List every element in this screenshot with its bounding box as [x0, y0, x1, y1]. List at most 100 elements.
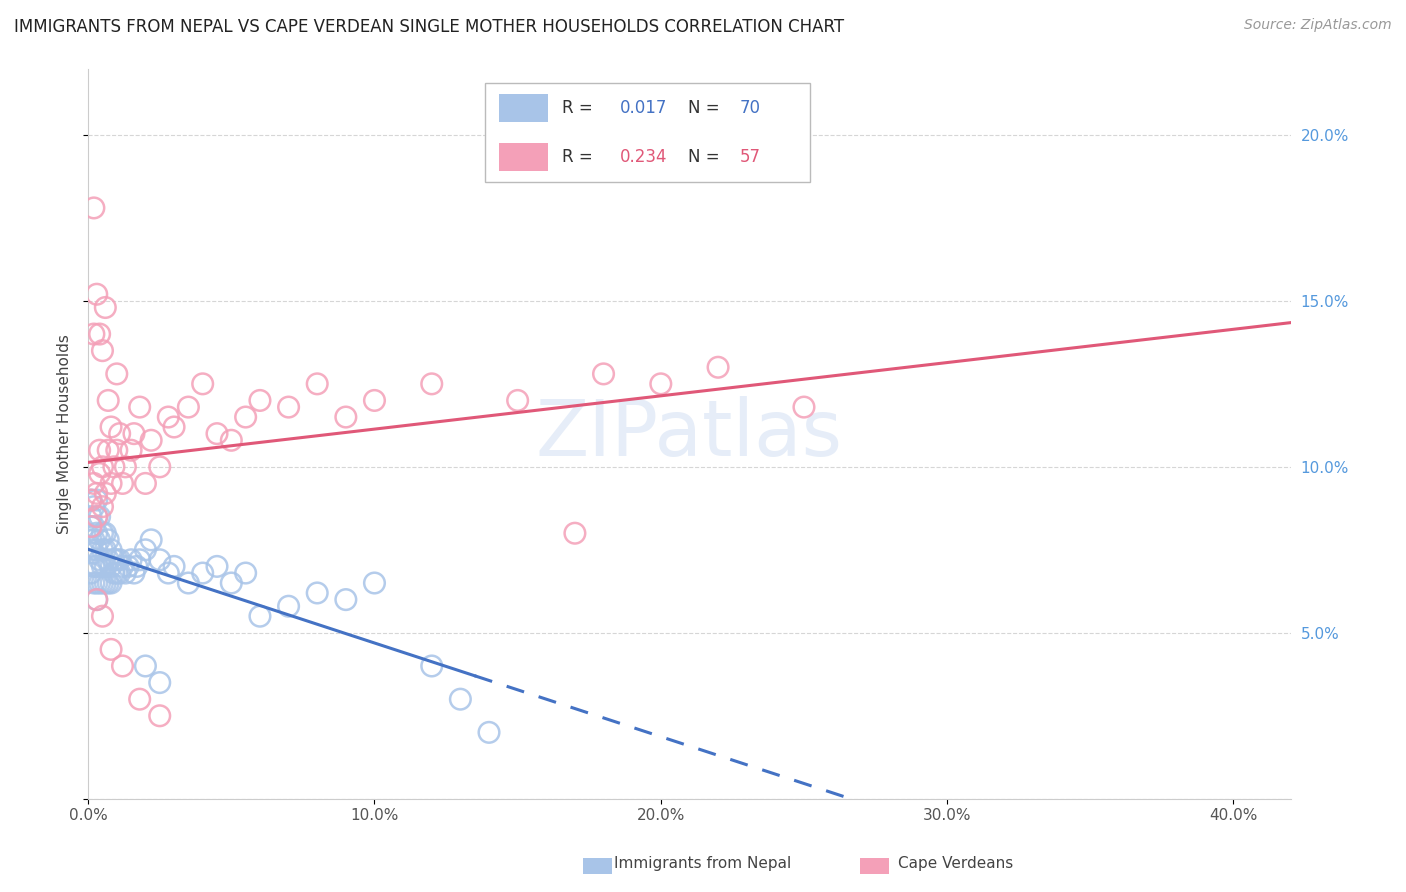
Point	[108, 426, 131, 441]
Point	[111, 659, 134, 673]
Point	[793, 400, 815, 414]
Point	[83, 546, 105, 560]
Point	[128, 400, 150, 414]
Point	[128, 553, 150, 567]
Point	[125, 559, 148, 574]
Point	[277, 400, 299, 414]
Point	[103, 553, 125, 567]
Point	[86, 592, 108, 607]
Point	[177, 400, 200, 414]
Point	[91, 459, 114, 474]
Point	[205, 426, 228, 441]
Point	[103, 459, 125, 474]
Text: IMMIGRANTS FROM NEPAL VS CAPE VERDEAN SINGLE MOTHER HOUSEHOLDS CORRELATION CHART: IMMIGRANTS FROM NEPAL VS CAPE VERDEAN SI…	[14, 18, 844, 36]
Point	[86, 486, 108, 500]
Point	[97, 533, 120, 547]
Point	[149, 708, 172, 723]
Point	[80, 533, 103, 547]
Point	[114, 459, 136, 474]
Text: N =: N =	[688, 99, 725, 117]
Text: 70: 70	[740, 99, 761, 117]
Point	[80, 493, 103, 508]
Point	[108, 553, 131, 567]
Text: 0.234: 0.234	[620, 148, 668, 166]
Point	[105, 443, 128, 458]
Point	[157, 410, 180, 425]
Point	[89, 553, 111, 567]
Point	[506, 393, 529, 408]
FancyBboxPatch shape	[485, 83, 810, 182]
Text: N =: N =	[688, 148, 725, 166]
Text: R =: R =	[562, 99, 598, 117]
Point	[128, 692, 150, 706]
Point	[163, 420, 186, 434]
Point	[420, 376, 443, 391]
Point	[86, 526, 108, 541]
Point	[97, 393, 120, 408]
Point	[111, 476, 134, 491]
Point	[89, 467, 111, 481]
Point	[592, 367, 614, 381]
Text: Immigrants from Nepal: Immigrants from Nepal	[614, 856, 792, 871]
Point	[249, 393, 271, 408]
Text: Cape Verdeans: Cape Verdeans	[898, 856, 1014, 871]
Point	[134, 659, 156, 673]
Point	[191, 566, 214, 580]
Point	[86, 509, 108, 524]
Point	[420, 659, 443, 673]
Point	[335, 410, 357, 425]
Point	[108, 566, 131, 580]
Point	[97, 576, 120, 591]
Point	[478, 725, 501, 739]
Point	[94, 576, 117, 591]
Point	[94, 486, 117, 500]
Text: ZIPatlas: ZIPatlas	[536, 396, 844, 472]
Point	[91, 500, 114, 514]
Point	[122, 566, 145, 580]
Point	[163, 559, 186, 574]
Point	[94, 542, 117, 557]
Point	[83, 519, 105, 533]
Point	[80, 509, 103, 524]
Text: R =: R =	[562, 148, 598, 166]
Text: 57: 57	[740, 148, 761, 166]
FancyBboxPatch shape	[499, 143, 547, 170]
Point	[80, 519, 103, 533]
Text: 0.017: 0.017	[620, 99, 666, 117]
Point	[149, 459, 172, 474]
Point	[83, 500, 105, 514]
Point	[91, 609, 114, 624]
Point	[205, 559, 228, 574]
Point	[707, 360, 730, 375]
Point	[86, 509, 108, 524]
Point	[80, 493, 103, 508]
Point	[117, 559, 139, 574]
Point	[100, 642, 122, 657]
Point	[177, 576, 200, 591]
Text: Source: ZipAtlas.com: Source: ZipAtlas.com	[1244, 18, 1392, 32]
Point	[134, 476, 156, 491]
Point	[80, 542, 103, 557]
Point	[105, 367, 128, 381]
Point	[91, 343, 114, 358]
Point	[86, 559, 108, 574]
Point	[111, 559, 134, 574]
Point	[100, 559, 122, 574]
Point	[86, 287, 108, 301]
Point	[89, 327, 111, 342]
Point	[91, 576, 114, 591]
Point	[149, 553, 172, 567]
Point	[89, 443, 111, 458]
Point	[221, 434, 243, 448]
Point	[249, 609, 271, 624]
Point	[335, 592, 357, 607]
Point	[94, 301, 117, 315]
Point	[363, 393, 385, 408]
Point	[80, 519, 103, 533]
Point	[83, 327, 105, 342]
Point	[83, 576, 105, 591]
Point	[91, 542, 114, 557]
Point	[221, 576, 243, 591]
Point	[94, 559, 117, 574]
Point	[97, 553, 120, 567]
